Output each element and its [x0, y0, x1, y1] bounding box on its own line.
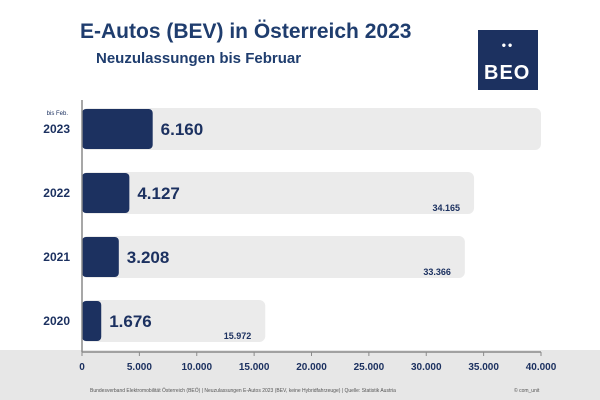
year-note-label: bis Feb. [47, 111, 69, 117]
total-label: 34.165 [433, 203, 461, 213]
footer-source: Bundesverband Elektromobilität Österreic… [90, 388, 396, 394]
year-label: 2020 [43, 314, 70, 328]
footer-copyright: © com_unit [514, 388, 540, 394]
total-bar [82, 108, 541, 150]
value-bar [82, 173, 130, 213]
chart-title: E-Autos (BEV) in Österreich 2023 [80, 20, 412, 43]
x-tick-label: 25.000 [354, 362, 385, 373]
year-label: 2021 [43, 250, 70, 264]
chart-subtitle: Neuzulassungen bis Februar [96, 50, 302, 67]
value-label: 1.676 [109, 312, 152, 331]
x-tick-label: 10.000 [181, 362, 212, 373]
x-tick-label: 20.000 [296, 362, 327, 373]
value-bar [82, 301, 102, 341]
value-label: 6.160 [161, 120, 204, 139]
logo-dots-icon: •• [501, 38, 515, 52]
year-label: 2023 [43, 122, 70, 136]
footer-band [0, 350, 600, 400]
total-bar [82, 172, 475, 214]
value-bar [82, 237, 119, 277]
x-tick-label: 0 [79, 362, 85, 373]
total-label: 33.366 [423, 267, 451, 277]
x-tick-label: 30.000 [411, 362, 442, 373]
x-tick-label: 5.000 [127, 362, 152, 373]
value-label: 3.208 [127, 248, 170, 267]
logo-text: BEO [484, 62, 531, 84]
x-tick-label: 35.000 [468, 362, 499, 373]
x-tick-label: 40.000 [526, 362, 557, 373]
value-label: 4.127 [137, 184, 180, 203]
total-bar [82, 300, 266, 342]
total-label: 15.972 [224, 331, 252, 341]
x-tick-label: 15.000 [239, 362, 270, 373]
beo-logo: •• BEO [478, 30, 538, 90]
year-label: 2022 [43, 186, 70, 200]
total-bar [82, 236, 465, 278]
value-bar [82, 109, 153, 149]
